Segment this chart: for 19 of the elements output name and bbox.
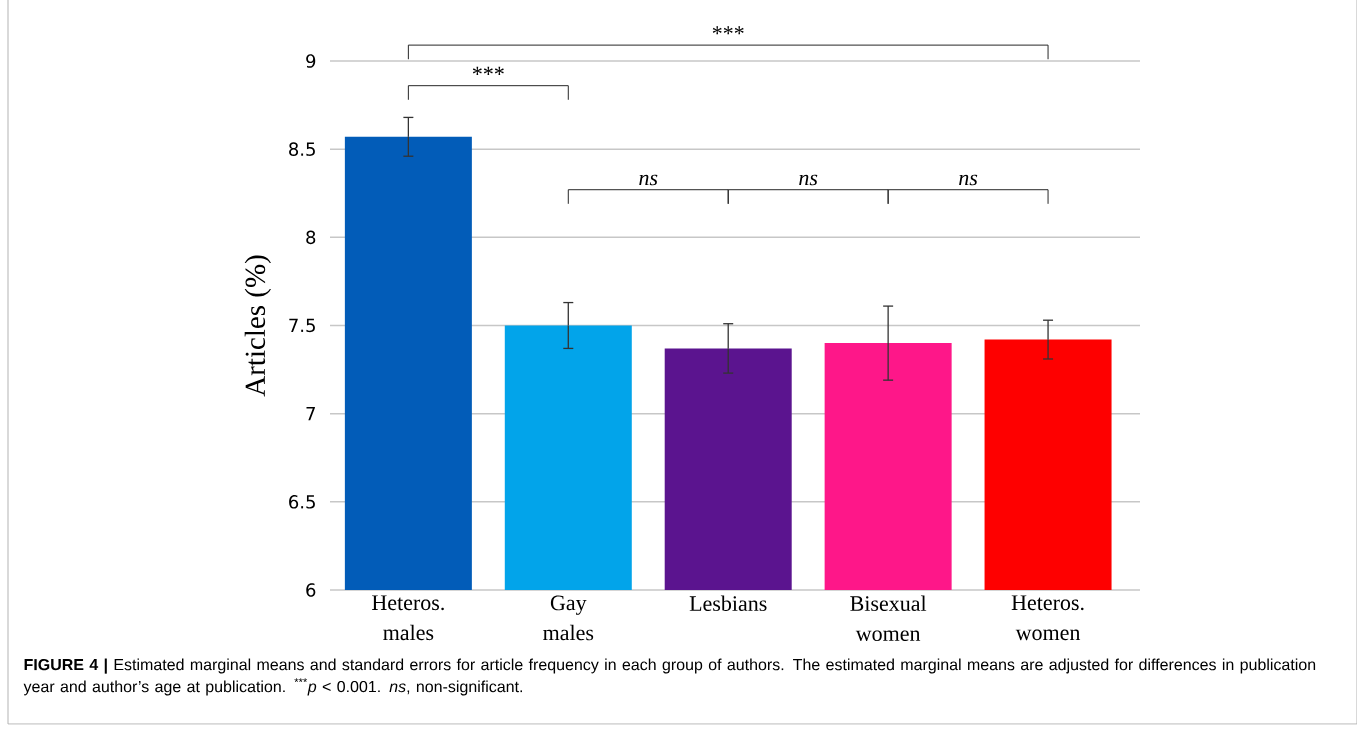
y-tick-label: 6 — [306, 583, 316, 597]
annotation: *** — [472, 66, 504, 75]
x-tick-label: Heteros. males — [372, 595, 444, 641]
text: *** — [712, 26, 744, 35]
y-tick-label: 8.5 — [289, 142, 315, 156]
text: FIGURE 4 | Estimated marginal means and standard errors for article frequency in each group of authors. The estimated marginal means are adjusted for differences in publication year and author’s age at publication. $^{***}$p < 0.001. ns, non-significant. — [23, 658, 1316, 696]
y-tick-label: 6.5 — [289, 495, 315, 509]
y-axis-title: Articles (%) — [244, 255, 271, 397]
x-tick-label: Bisexual women — [850, 595, 927, 641]
annotation: ns — [799, 174, 818, 186]
y-tick-label: 7 — [306, 407, 315, 421]
y-tick-label: 7.5 — [289, 318, 315, 333]
y-tick-label: 9 — [306, 54, 316, 68]
x-tick-label: Heteros. women — [1011, 595, 1084, 641]
x-tick-label: Gay males — [543, 595, 594, 641]
x-tick-label: Lesbians — [689, 595, 767, 611]
y-tick-label: 8 — [306, 230, 316, 245]
annotation: ns — [639, 174, 658, 186]
annotation: ns — [959, 174, 978, 186]
